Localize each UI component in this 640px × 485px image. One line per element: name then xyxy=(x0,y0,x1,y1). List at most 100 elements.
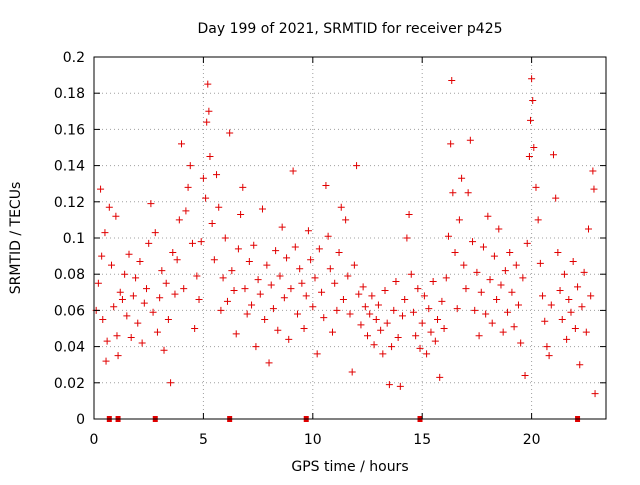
data-point xyxy=(563,335,571,343)
data-point xyxy=(206,153,214,161)
data-point xyxy=(158,267,166,275)
data-point xyxy=(171,290,179,298)
y-tick-label: 0.04 xyxy=(54,340,85,356)
data-point xyxy=(399,312,407,320)
data-point xyxy=(265,359,273,367)
data-point xyxy=(134,319,142,327)
data-point xyxy=(545,352,553,360)
data-point xyxy=(296,265,304,273)
data-point xyxy=(239,183,247,191)
data-point xyxy=(143,285,151,293)
data-point xyxy=(280,294,288,302)
data-point xyxy=(164,315,172,323)
x-tick-label: 5 xyxy=(199,432,208,448)
data-point xyxy=(348,368,356,376)
data-point xyxy=(234,245,242,253)
data-point xyxy=(94,279,102,287)
data-point xyxy=(462,285,470,293)
data-point xyxy=(429,277,437,285)
data-point xyxy=(230,286,238,294)
data-point xyxy=(578,303,586,311)
data-point xyxy=(458,174,466,182)
data-point xyxy=(455,216,463,224)
data-point xyxy=(125,250,133,258)
data-point xyxy=(197,238,205,246)
data-point xyxy=(149,308,157,316)
data-point xyxy=(401,296,409,304)
data-point xyxy=(186,162,194,170)
data-point xyxy=(147,200,155,208)
data-point xyxy=(440,325,448,332)
data-point xyxy=(508,288,516,296)
data-point xyxy=(451,248,459,256)
data-point xyxy=(300,325,308,332)
data-point xyxy=(215,203,223,211)
data-point xyxy=(335,248,343,256)
data-point xyxy=(552,194,560,202)
data-point xyxy=(326,265,334,273)
data-point xyxy=(471,306,479,314)
data-point xyxy=(210,256,218,264)
data-point xyxy=(469,238,477,246)
data-point xyxy=(449,189,457,197)
data-point xyxy=(245,258,253,266)
data-point xyxy=(182,207,190,215)
data-point xyxy=(287,285,295,293)
data-point xyxy=(285,335,293,343)
data-point xyxy=(517,339,525,347)
data-point xyxy=(438,297,446,305)
data-point xyxy=(528,75,536,83)
x-tick-label: 0 xyxy=(90,432,99,448)
data-point xyxy=(337,203,345,211)
data-point xyxy=(574,283,582,291)
data-point xyxy=(448,77,456,85)
ticks-layer xyxy=(93,56,606,420)
data-point xyxy=(479,243,487,251)
data-point xyxy=(547,301,555,309)
data-point xyxy=(344,272,352,280)
data-point xyxy=(368,292,376,300)
data-point xyxy=(103,337,111,345)
data-point xyxy=(353,162,361,170)
data-point xyxy=(304,227,312,235)
data-point xyxy=(202,194,210,202)
data-point xyxy=(118,296,126,304)
x-tick-label: 20 xyxy=(523,432,541,448)
data-point xyxy=(320,314,328,322)
data-point xyxy=(322,182,330,190)
data-point xyxy=(374,301,382,309)
data-point xyxy=(512,261,520,269)
data-point xyxy=(590,185,598,193)
data-point xyxy=(228,267,236,275)
data-point xyxy=(534,216,542,224)
data-point xyxy=(291,243,299,251)
data-point xyxy=(223,297,231,305)
data-point xyxy=(248,301,256,309)
data-point xyxy=(175,216,183,224)
data-point xyxy=(521,372,529,380)
data-point xyxy=(541,317,549,325)
data-point xyxy=(554,248,562,256)
data-point xyxy=(514,301,522,309)
data-point xyxy=(584,225,592,233)
data-point xyxy=(381,286,389,294)
data-point xyxy=(195,296,203,304)
data-point xyxy=(114,352,122,360)
data-point xyxy=(403,234,411,242)
chart-title: Day 199 of 2021, SRMTID for receiver p42… xyxy=(197,21,502,37)
data-point xyxy=(473,268,481,276)
data-point xyxy=(388,343,396,351)
data-point xyxy=(525,153,533,161)
data-point xyxy=(385,381,393,389)
data-point xyxy=(420,292,428,300)
data-point xyxy=(199,174,207,182)
data-point xyxy=(252,343,260,351)
data-point xyxy=(302,292,310,300)
data-point xyxy=(558,315,566,323)
data-point xyxy=(453,305,461,313)
data-point xyxy=(355,290,363,298)
y-tick-label: 0.08 xyxy=(54,267,85,283)
data-point xyxy=(204,80,212,88)
data-point xyxy=(576,361,584,369)
data-point xyxy=(333,306,341,314)
